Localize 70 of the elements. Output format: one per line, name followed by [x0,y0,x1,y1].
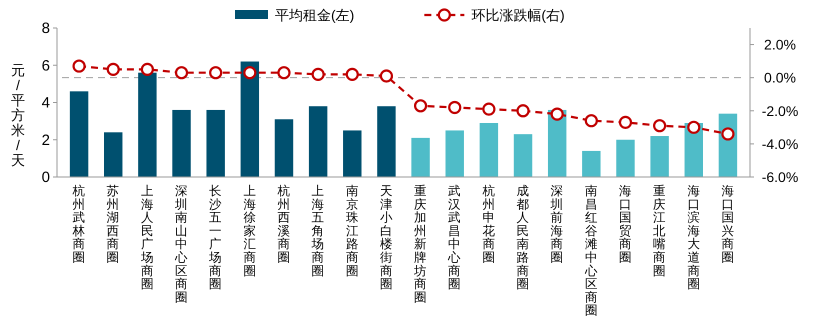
bar [514,134,532,177]
bar [480,122,498,177]
x-tick-label: 杭州西溪商圈 [276,184,290,264]
category-label: 深圳南山中心区商圈 [175,184,188,304]
x-tick-label: 天津小白楼街商圈 [380,184,393,292]
x-tick-label: 海口国兴商圈 [721,184,734,264]
point [584,114,598,128]
category-label: 南昌红谷滩中心区商圈 [584,184,598,318]
point [209,66,222,80]
x-tick-label: 杭州申花商圈 [481,184,496,264]
x-tick-label: 南京珠江路商圈 [346,184,359,278]
point [550,107,564,121]
category-label: 重庆加州新牌坊商圈 [414,184,428,304]
x-tick-label: 重庆江北嘴商圈 [653,184,666,278]
y-tick-label: 6 [42,57,50,74]
point [618,116,632,129]
y-tick-label: 2 [42,132,50,149]
bar [650,136,669,177]
bar [172,110,191,177]
bar [411,138,430,177]
bar [138,72,157,177]
point [721,127,735,141]
legend-label: 环比涨跌幅(右) [471,7,565,23]
legend-label: 平均租金(左) [275,7,354,23]
point [687,120,700,134]
point [414,99,428,112]
bar [446,130,464,177]
point [482,102,496,116]
y2-tick-label: -2.0% [762,102,798,119]
point [448,100,462,114]
x-tick-label: 长沙五一广场商圈 [208,184,222,292]
bar [308,106,328,177]
point [516,104,530,118]
y2-tick-label: 2.0% [764,36,796,53]
x-tick-label: 上海徐家汇商圈 [243,184,256,278]
x-tick-label: 海口国贸商圈 [618,184,632,264]
point [140,62,154,76]
x-tick-label: 上海人民广场商圈 [140,184,154,292]
y-tick-label: 4 [42,94,50,112]
bar [377,106,396,177]
point [653,119,666,132]
point [346,68,359,81]
x-tick-label: 武汉武昌中心商圈 [447,184,462,292]
bar [343,130,362,177]
point [277,66,291,80]
bar [70,91,88,177]
point [243,66,256,80]
point [106,62,120,76]
x-tick-label: 海口滨海大道商圈 [687,184,700,292]
x-tick-label: 成都人民南路商圈 [516,184,530,292]
y2-tick-label: 0.0% [764,70,796,86]
bar [206,110,225,177]
point [380,69,394,83]
x-tick-label: 深圳前海商圈 [550,184,564,264]
y-tick-label: 8 [42,20,50,37]
point [72,59,86,73]
y-axis-title: 元/平方米/天 [11,62,25,168]
y2-tick-label: -4.0% [762,136,798,152]
x-tick-label: 上海五角场商圈 [310,184,325,278]
bar [616,140,635,177]
x-tick-label: 杭州武林商圈 [72,184,86,264]
point [174,66,188,80]
x-tick-label: 苏州湖西商圈 [106,184,120,264]
y2-tick-label: -6.0% [762,169,798,185]
bar [274,119,294,177]
bar [104,132,122,177]
bar [582,150,601,177]
y-tick-label: 0 [42,169,50,186]
bar [240,62,260,177]
point [312,68,325,81]
